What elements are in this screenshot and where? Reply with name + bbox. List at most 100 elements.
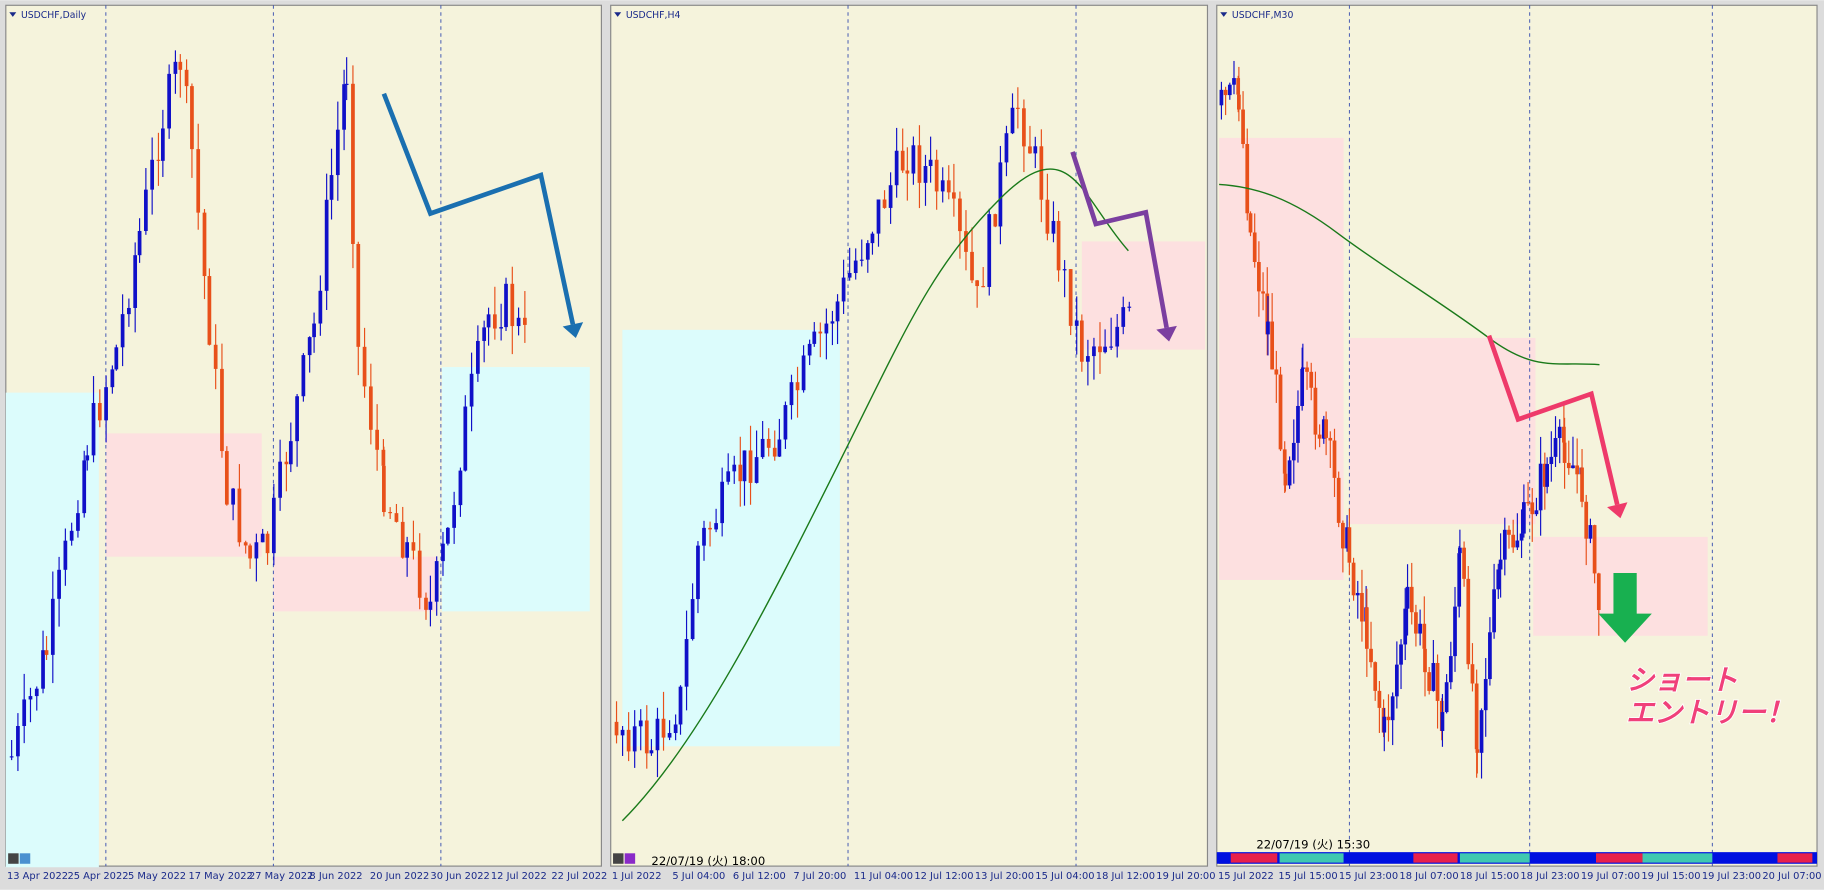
x-tick-label: 30 Jun 2022 — [430, 871, 489, 882]
candle — [1236, 78, 1241, 95]
candle — [184, 69, 189, 87]
candle — [1409, 586, 1414, 613]
candle — [1414, 612, 1418, 634]
candle — [265, 533, 270, 554]
candle — [445, 527, 450, 544]
candle — [1498, 559, 1503, 570]
candle — [1347, 527, 1352, 563]
candle — [382, 465, 386, 513]
candle — [987, 214, 992, 287]
candle — [690, 599, 695, 640]
chart-title: USDCHF,M30 — [1232, 10, 1294, 21]
status-segment — [1230, 853, 1278, 863]
x-tick-label: 13 Apr 2022 — [7, 871, 68, 882]
zone — [1219, 137, 1344, 580]
candle — [16, 725, 20, 757]
candle — [1526, 502, 1530, 504]
candle — [824, 323, 829, 334]
candle — [85, 455, 90, 461]
status-segment — [1279, 853, 1344, 863]
candle — [82, 460, 87, 514]
candle — [894, 150, 899, 186]
candle — [742, 450, 747, 482]
candle — [720, 481, 725, 524]
trend-arrow — [1486, 334, 1620, 506]
candle — [946, 180, 951, 193]
candle — [1584, 501, 1589, 539]
candle — [952, 192, 956, 199]
status-segment — [1642, 853, 1713, 863]
status-segment — [1777, 853, 1813, 863]
candle — [1423, 648, 1427, 673]
candle — [1115, 326, 1120, 347]
candle — [97, 403, 102, 421]
candle — [1457, 553, 1462, 607]
candle — [1549, 456, 1554, 465]
candle — [44, 650, 49, 655]
candle — [1332, 440, 1337, 478]
candle — [1488, 632, 1492, 680]
candle — [1270, 321, 1275, 370]
toolbar-icon — [19, 853, 31, 864]
candle — [789, 382, 794, 406]
candle — [160, 128, 165, 161]
x-tick-label: 12 Jul 2022 — [491, 871, 547, 882]
moving-average — [621, 168, 1129, 822]
candle — [1309, 371, 1314, 388]
candle — [644, 720, 649, 754]
candle — [1355, 592, 1360, 596]
candle — [110, 369, 115, 388]
candle — [1092, 346, 1096, 357]
candle — [772, 447, 777, 457]
candle — [726, 471, 731, 482]
candle — [1458, 547, 1462, 554]
candle — [356, 243, 361, 347]
candle — [167, 73, 171, 129]
candle — [9, 756, 14, 758]
chart-title: USDCHF,Daily — [21, 10, 87, 21]
candle — [1479, 710, 1484, 753]
toolbar-icon — [613, 853, 624, 864]
candle — [1351, 562, 1356, 596]
x-tick-label: 15 Jul 23:00 — [1339, 871, 1398, 882]
candle — [178, 61, 183, 70]
candle — [1580, 467, 1584, 502]
candle — [220, 368, 224, 452]
candle — [661, 718, 666, 738]
candle — [1274, 369, 1279, 375]
candle — [248, 545, 252, 559]
candle — [934, 159, 939, 192]
candle — [1278, 374, 1283, 450]
candle — [1596, 573, 1601, 611]
candle — [1502, 529, 1507, 560]
candle — [34, 688, 39, 697]
candle — [1328, 437, 1333, 441]
candle — [400, 521, 405, 558]
x-tick-label: 15 Jul 04:00 — [1035, 871, 1094, 882]
x-tick-label: 18 Jul 12:00 — [1096, 871, 1155, 882]
candle — [452, 505, 456, 528]
candle — [1219, 89, 1224, 106]
candle — [859, 259, 864, 261]
candle — [795, 382, 800, 391]
candle — [1296, 405, 1300, 443]
candle — [207, 276, 212, 345]
candle — [1588, 525, 1593, 539]
candle — [1300, 367, 1305, 369]
x-tick-label: 11 Jul 04:00 — [854, 871, 913, 882]
annotation: エントリー！ — [1626, 696, 1793, 729]
zone — [105, 433, 262, 557]
candle — [1010, 107, 1015, 134]
arrow-head — [1156, 325, 1177, 342]
x-tick-label: 27 May 2022 — [249, 871, 313, 882]
candle — [998, 162, 1003, 227]
candle — [368, 386, 373, 430]
candle — [801, 355, 806, 391]
timestamp: 22/07/19 (火) 15:30 — [1256, 838, 1370, 852]
candle — [673, 724, 678, 734]
candle — [1390, 696, 1395, 721]
candle — [486, 314, 491, 328]
candle — [818, 331, 823, 334]
candle — [1431, 663, 1436, 691]
candle — [777, 439, 782, 457]
